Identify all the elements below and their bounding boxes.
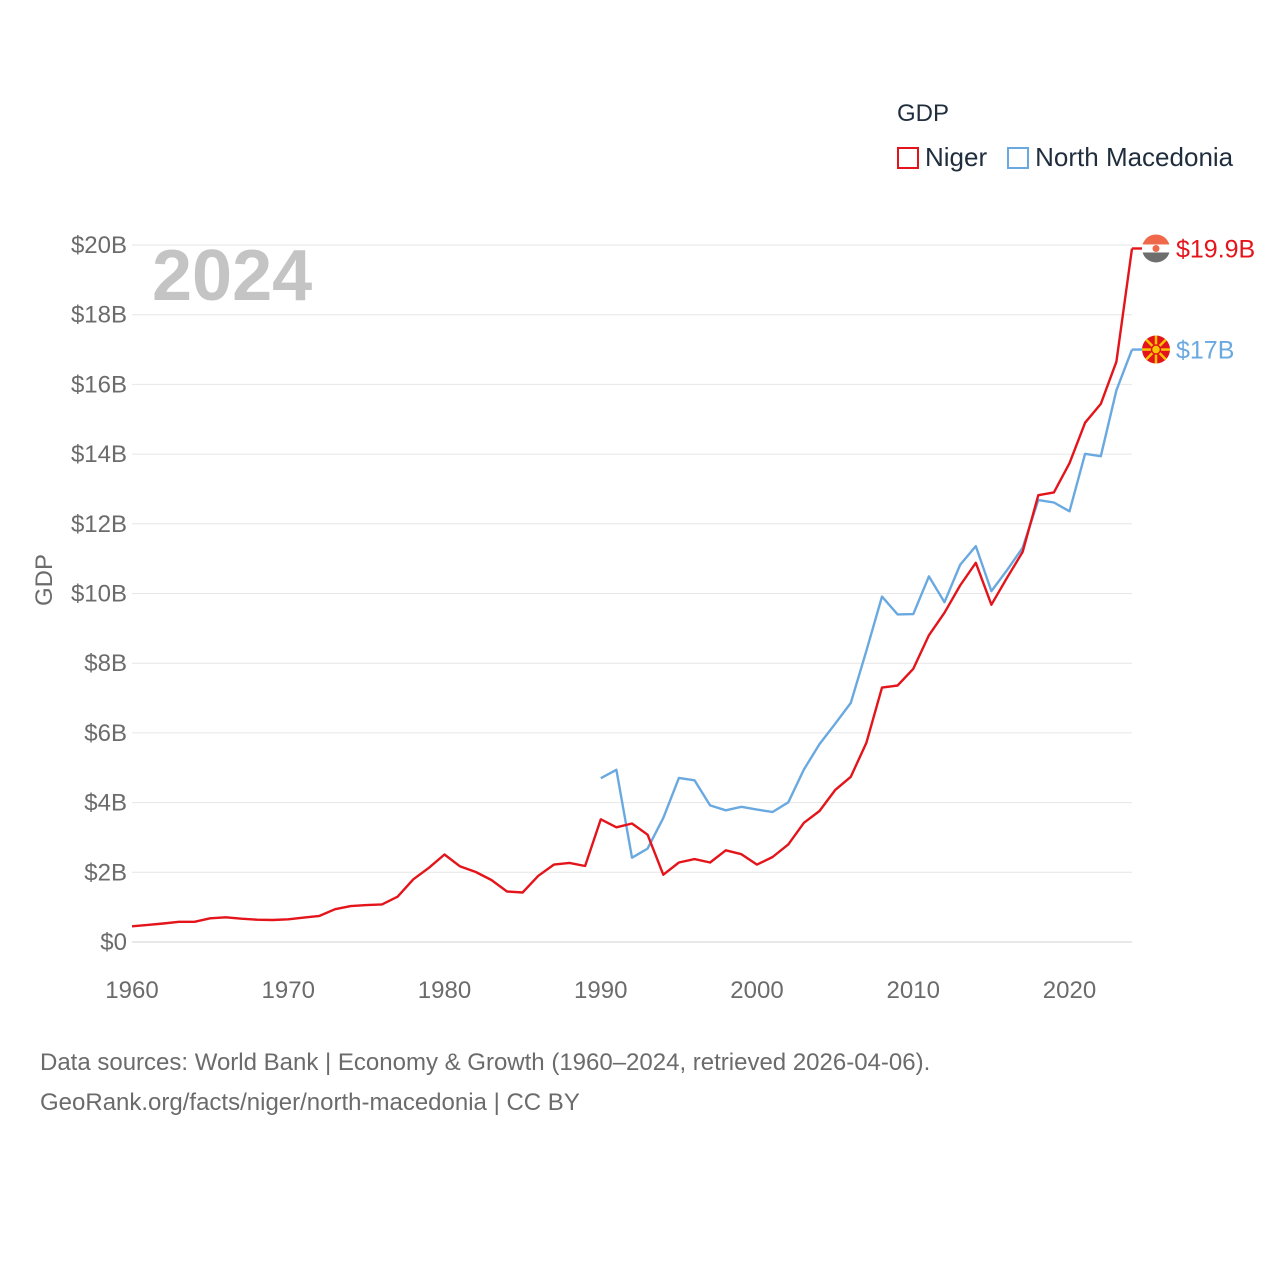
legend-title: GDP <box>897 100 950 127</box>
grid-lines <box>132 244 1132 943</box>
y-tick-label: $2B <box>84 859 127 886</box>
y-tick-label: $4B <box>84 790 127 817</box>
flag-icon-north-macedonia <box>1142 335 1170 364</box>
year-watermark: 2024 <box>152 236 312 316</box>
series-line-north-macedonia <box>600 349 1134 859</box>
legend: Niger North Macedonia <box>897 142 1253 173</box>
y-tick-label: $18B <box>71 302 127 329</box>
y-axis-label: GDP <box>31 554 58 606</box>
end-value-label-north-macedonia: $17B <box>1176 337 1234 365</box>
y-tick-label: $16B <box>71 371 127 398</box>
footer-line-2[interactable]: GeoRank.org/facts/niger/north-macedonia … <box>40 1089 580 1116</box>
y-tick-label: $14B <box>71 441 127 468</box>
y-tick-labels: $0 $2B $4B $6B $8B $10B $12B $14B $16B $18B $20B <box>71 232 127 956</box>
footer-line-1: Data sources: World Bank | Economy & Gro… <box>40 1049 931 1076</box>
x-tick-label: 1970 <box>262 977 315 1004</box>
legend-item-north-macedonia[interactable]: North Macedonia <box>1007 142 1233 173</box>
x-tick-label: 1990 <box>574 977 627 1004</box>
data-source-footer: Data sources: World Bank | Economy & Gro… <box>40 1043 930 1123</box>
x-tick-label: 1980 <box>418 977 471 1004</box>
y-tick-label: $12B <box>71 511 127 538</box>
x-tick-label: 1960 <box>105 977 158 1004</box>
y-tick-label: $10B <box>71 581 127 608</box>
y-tick-label: $8B <box>84 650 127 677</box>
x-tick-label: 2020 <box>1043 977 1096 1004</box>
legend-swatch-north-macedonia <box>1007 146 1030 169</box>
legend-swatch-niger <box>897 146 919 169</box>
flag-icon-niger <box>1142 234 1170 263</box>
legend-item-niger[interactable]: Niger <box>897 142 987 173</box>
series-line-niger <box>131 248 1134 928</box>
y-tick-label: $6B <box>84 720 127 747</box>
legend-label-north-macedonia: North Macedonia <box>1035 142 1234 172</box>
x-tick-label: 2010 <box>887 977 940 1004</box>
x-tick-label: 2000 <box>730 977 783 1004</box>
y-tick-label: $0 <box>100 929 127 956</box>
y-tick-label: $20B <box>71 232 127 259</box>
end-value-label-niger: $19.9B <box>1176 235 1255 263</box>
x-tick-labels: 1960 1970 1980 1990 2000 2010 2020 <box>105 977 1096 1004</box>
end-markers: $19.9B $17B <box>1132 234 1255 365</box>
series-layer <box>131 248 1134 928</box>
legend-label-niger: Niger <box>925 142 988 172</box>
